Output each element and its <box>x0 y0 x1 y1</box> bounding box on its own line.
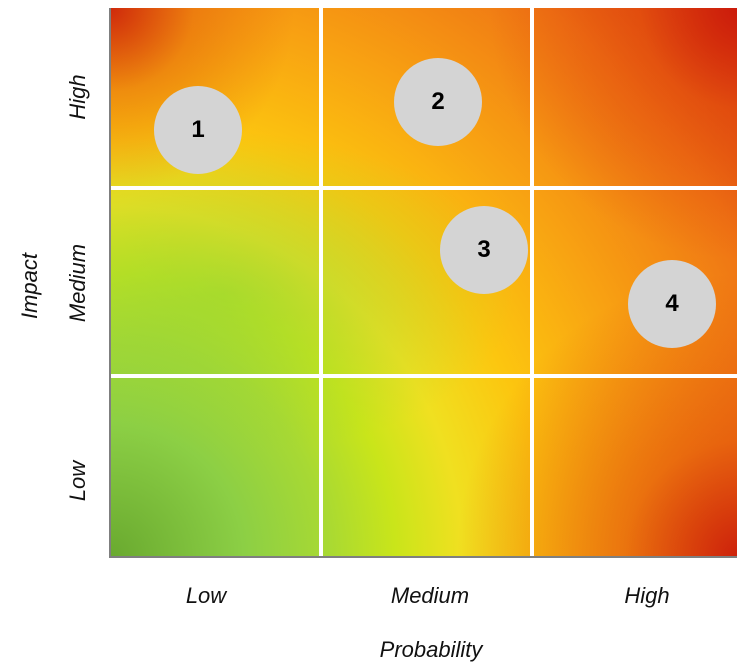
risk-marker-3[interactable]: 3 <box>440 206 528 294</box>
x-level-high: High <box>624 583 670 608</box>
risk-marker-1[interactable]: 1 <box>154 86 242 174</box>
x-level-low: Low <box>185 583 227 608</box>
x-axis-title: Probability <box>379 637 483 662</box>
horizontal-gridline-2 <box>110 374 737 378</box>
y-level-low: Low <box>65 460 90 502</box>
risk-marker-label: 2 <box>431 88 445 115</box>
vertical-gridline-2 <box>530 8 534 558</box>
x-level-medium: Medium <box>390 583 470 608</box>
horizontal-gridline-1 <box>110 186 737 190</box>
risk-marker-label: 3 <box>477 236 491 263</box>
risk-marker-2[interactable]: 2 <box>394 58 482 146</box>
vertical-gridline-1 <box>319 8 323 558</box>
y-level-high: High <box>65 74 90 120</box>
risk-marker-label: 4 <box>665 290 679 317</box>
y-axis-line <box>109 8 111 558</box>
y-axis-title: Impact <box>17 252 42 320</box>
risk-marker-4[interactable]: 4 <box>628 260 716 348</box>
x-axis-line <box>109 556 737 558</box>
risk-marker-label: 1 <box>191 116 205 143</box>
y-level-medium: Medium <box>65 243 90 323</box>
